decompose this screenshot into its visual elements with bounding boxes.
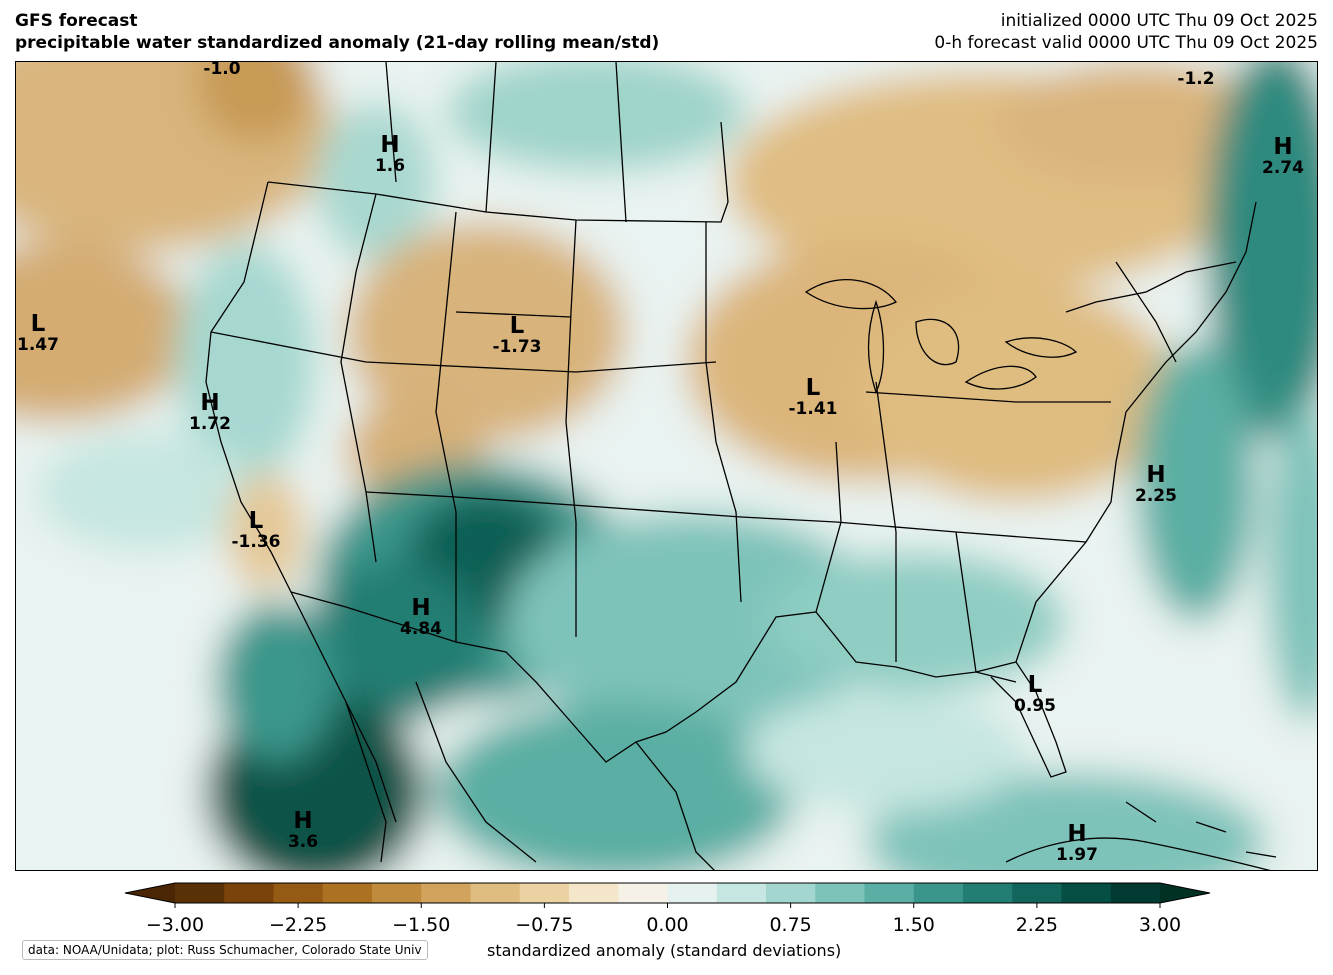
colorbar-bin — [766, 883, 816, 903]
boundaries — [205, 62, 1277, 870]
marker-value: 2.74 — [1262, 158, 1304, 178]
colorbar-bin — [372, 883, 422, 903]
colorbar-bin — [224, 883, 274, 903]
colorbar-bin — [421, 883, 471, 903]
pressure-marker: H 1.72 — [189, 392, 231, 433]
pressure-marker: L 1.47 — [17, 313, 59, 354]
colorbar-bin — [618, 883, 668, 903]
pressure-marker: H 2.74 — [1262, 136, 1304, 177]
pressure-marker: L -1.36 — [232, 510, 281, 551]
colorbar-bin — [175, 883, 225, 903]
marker-letter: L — [509, 313, 525, 339]
colorbar-bin — [716, 883, 767, 903]
colorbar-bin — [815, 883, 865, 903]
colorbar-bin — [470, 883, 521, 903]
colorbar-tick-label: 1.50 — [892, 914, 935, 936]
colorbar-bin — [913, 883, 964, 903]
marker-value: 4.84 — [400, 619, 442, 639]
colorbar-bin — [1012, 883, 1062, 903]
marker-value: -1.2 — [1177, 69, 1215, 89]
marker-value: 1.72 — [189, 414, 231, 434]
colorbar-label: standardized anomaly (standard deviation… — [487, 941, 842, 960]
colorbar-tick-label: −3.00 — [145, 914, 205, 936]
pressure-marker: L -1.73 — [493, 315, 542, 356]
colorbar-tick-label: −1.50 — [392, 914, 451, 936]
colorbar-bin — [519, 883, 570, 903]
colorbar-extend-low — [125, 883, 175, 903]
colorbar-extend-high — [1160, 883, 1210, 903]
colorbar-bin — [322, 883, 373, 903]
pressure-marker: H 1.97 — [1056, 823, 1098, 864]
marker-letter: H — [200, 390, 220, 416]
marker-letter: H — [293, 808, 313, 834]
colorbar-bin — [1061, 883, 1112, 903]
pressure-marker: L -1.41 — [789, 377, 838, 418]
colorbar-outline — [124, 882, 1211, 904]
colorbar-tick-label: 0.75 — [769, 914, 812, 936]
marker-letter: L — [248, 508, 264, 534]
marker-value: 1.6 — [374, 156, 406, 176]
colorbar-bin — [273, 883, 324, 903]
marker-value: 1.47 — [17, 335, 59, 355]
marker-letter: L — [30, 311, 46, 337]
pressure-marker: H 4.84 — [400, 597, 442, 638]
pressure-marker: -1.2 — [1177, 70, 1214, 88]
init-time: initialized 0000 UTC Thu 09 Oct 2025 — [1000, 11, 1318, 31]
colorbar-tick-label: 2.25 — [1015, 914, 1059, 936]
marker-letter: H — [1067, 821, 1087, 847]
colorbar-bin — [1110, 883, 1161, 903]
marker-value: -1.73 — [492, 337, 542, 357]
chart-title: GFS forecast precipitable water standard… — [15, 10, 659, 54]
pressure-marker: -1.0 — [203, 60, 240, 78]
forecast-timing: initialized 0000 UTC Thu 09 Oct 2025 0-h… — [934, 10, 1318, 54]
marker-value: -1.41 — [788, 399, 838, 419]
credit-box: data: NOAA/Unidata; plot: Russ Schumache… — [22, 940, 428, 960]
colorbar-tick-label: 3.00 — [1138, 914, 1182, 936]
marker-value: -1.36 — [231, 532, 281, 552]
colorbar-tick-label: −0.75 — [515, 914, 574, 936]
marker-value: 2.25 — [1135, 486, 1177, 506]
marker-value: -1.0 — [203, 59, 241, 79]
pressure-marker: H 1.6 — [375, 134, 405, 175]
marker-letter: L — [1027, 672, 1043, 698]
marker-letter: L — [805, 375, 821, 401]
marker-value: 0.95 — [1014, 696, 1056, 716]
pressure-marker: H 2.25 — [1135, 464, 1177, 505]
title-line-2: precipitable water standardized anomaly … — [15, 33, 660, 53]
colorbar-tick-label: −2.25 — [269, 914, 328, 936]
colorbar-bin — [569, 883, 619, 903]
title-line-1: GFS forecast — [15, 11, 138, 31]
marker-value: 3.6 — [287, 832, 319, 852]
marker-letter: H — [380, 132, 400, 158]
colorbar-bin — [963, 883, 1013, 903]
marker-letter: H — [411, 595, 431, 621]
map-field — [16, 62, 1317, 870]
marker-letter: H — [1146, 462, 1166, 488]
colorbar-bin — [667, 883, 718, 903]
pressure-marker: L 0.95 — [1014, 674, 1056, 715]
valid-time: 0-h forecast valid 0000 UTC Thu 09 Oct 2… — [934, 33, 1318, 53]
colorbar-bin — [864, 883, 915, 903]
marker-value: 1.97 — [1056, 845, 1098, 865]
anomaly-field — [16, 62, 1317, 870]
colorbar-tick-label: 0.00 — [646, 914, 689, 936]
pressure-marker: H 3.6 — [288, 810, 318, 851]
marker-letter: H — [1273, 134, 1293, 160]
anomaly-map — [15, 61, 1318, 871]
